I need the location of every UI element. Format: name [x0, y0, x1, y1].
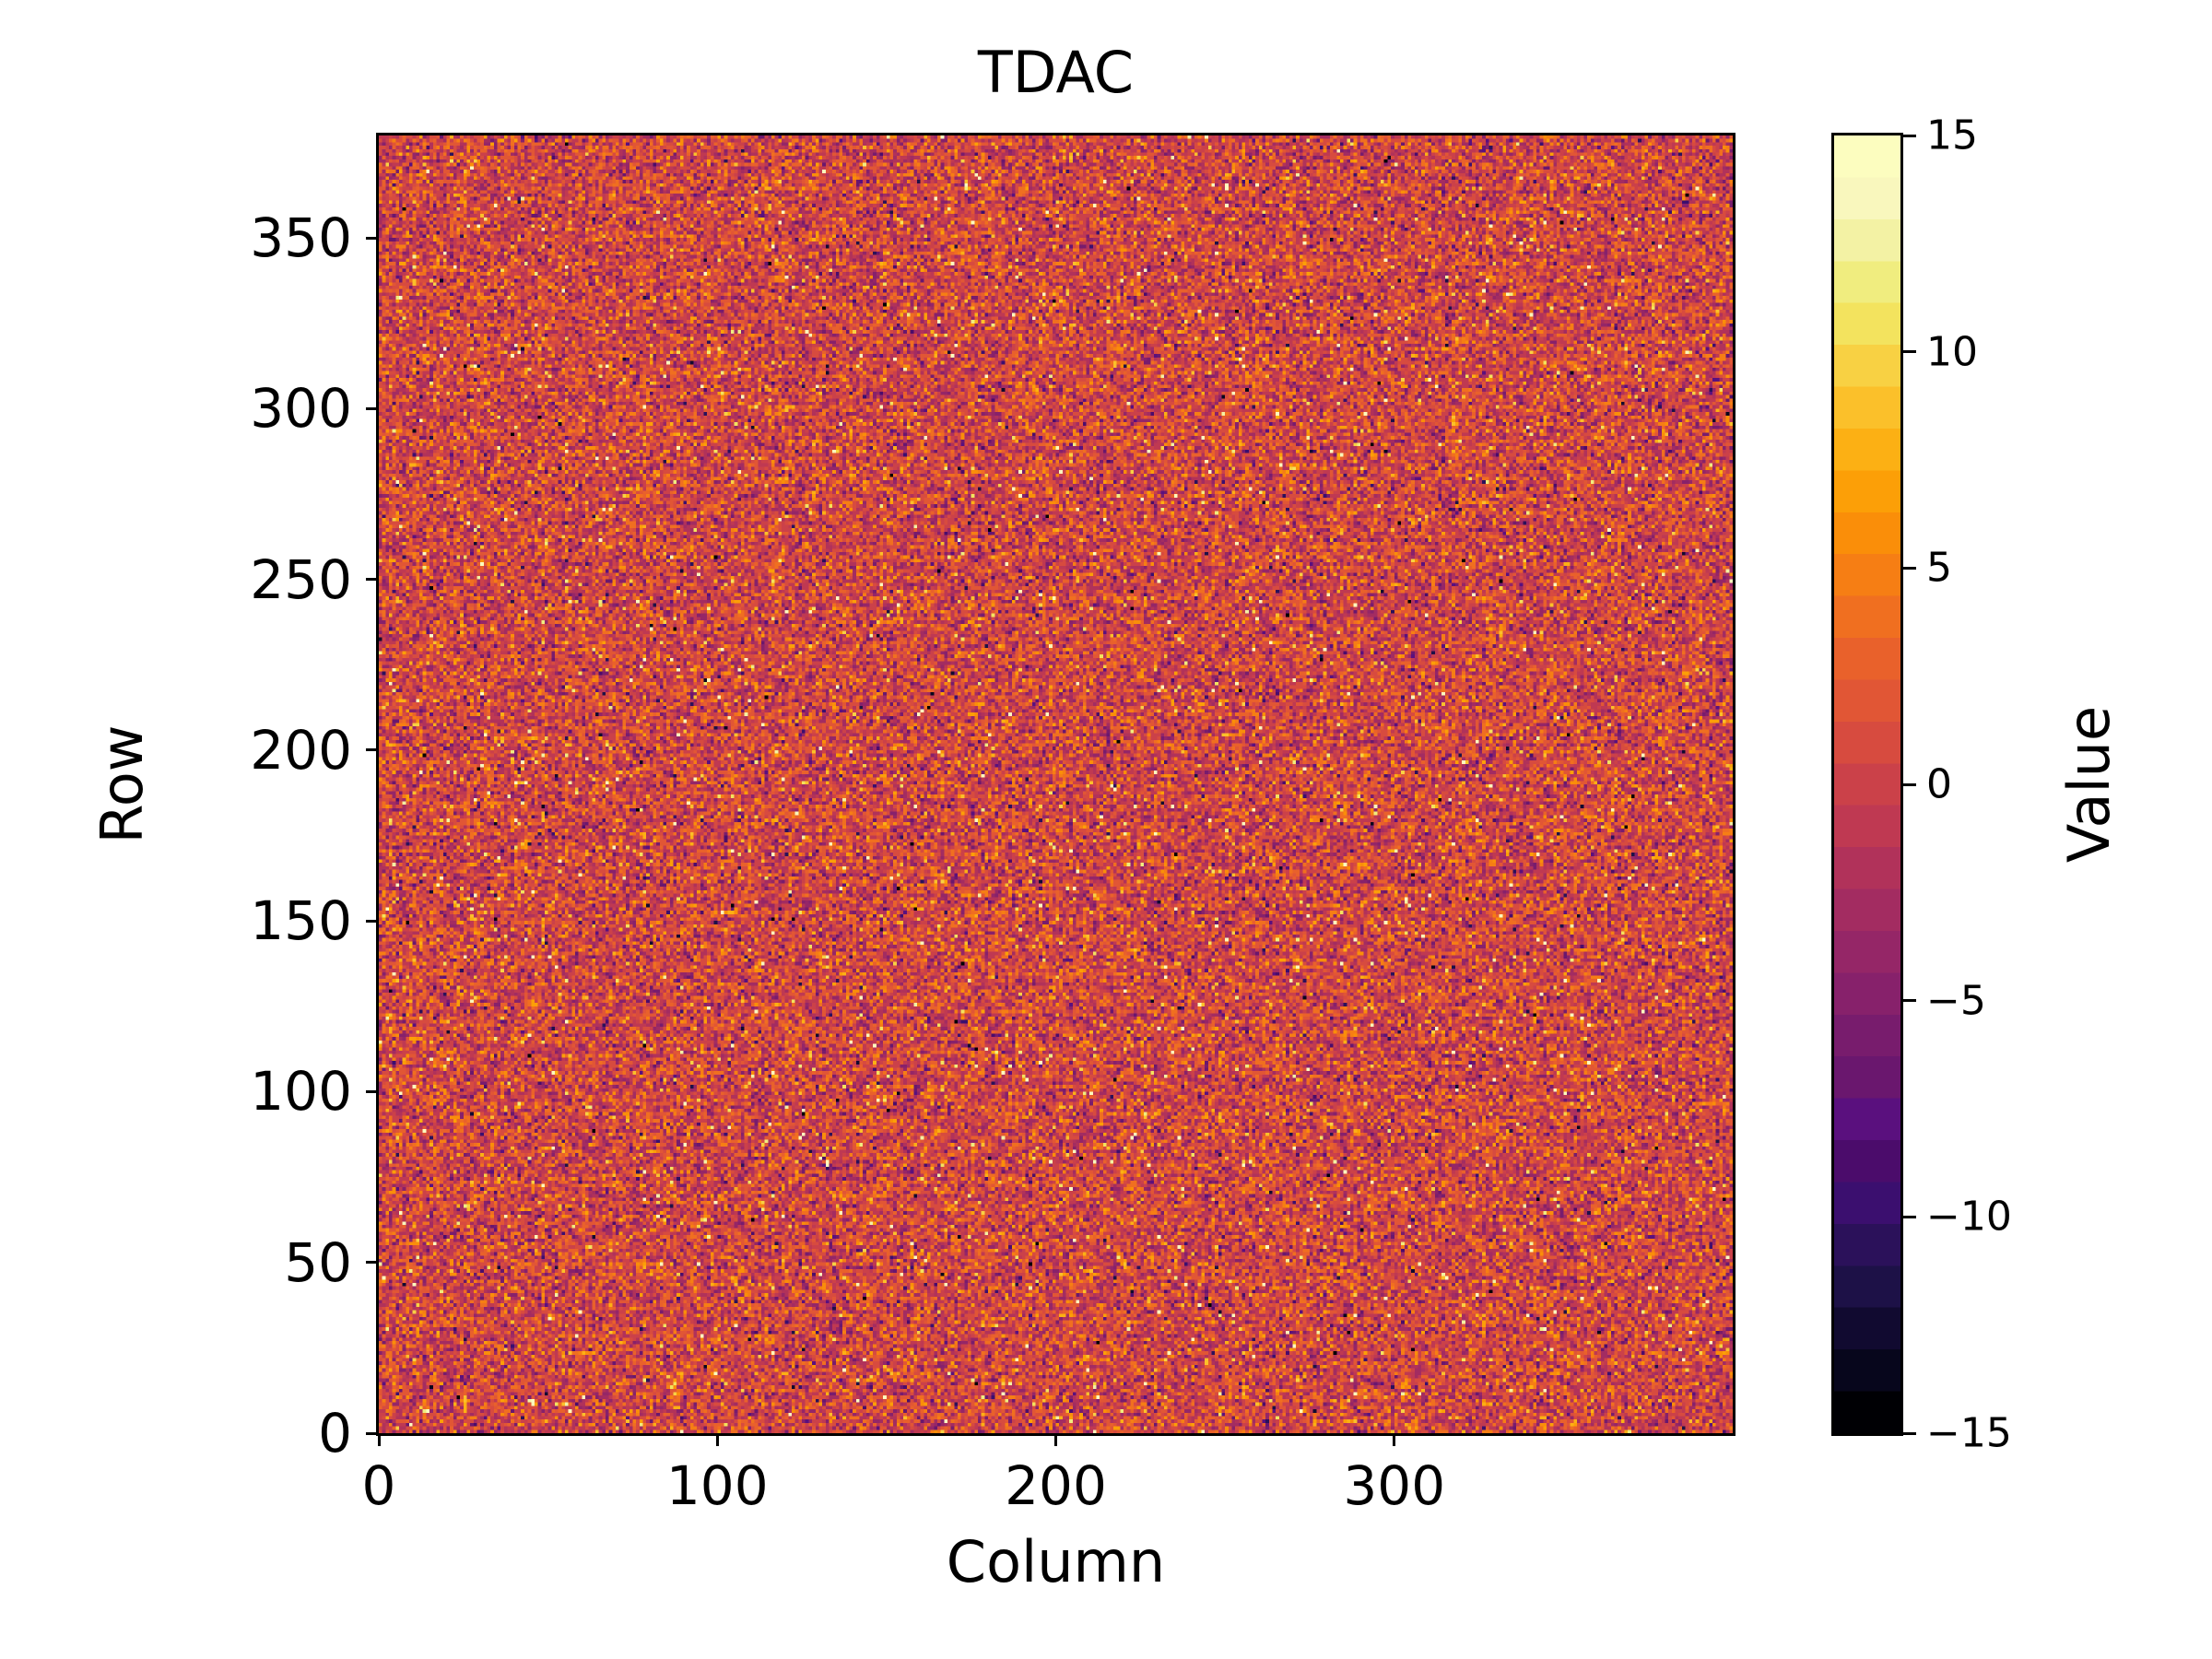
x-tick-mark: [377, 1433, 381, 1446]
y-tick-mark: [366, 578, 379, 582]
colorbar-tick-label: 5: [1926, 544, 1952, 592]
y-tick-mark: [366, 919, 379, 923]
x-tick-mark: [715, 1433, 719, 1446]
colorbar-tick-label: −15: [1926, 1409, 2012, 1457]
colorbar-tick-label: −10: [1926, 1193, 2012, 1241]
y-tick-label: 300: [250, 377, 352, 441]
y-tick-label: 350: [250, 206, 352, 270]
colorbar-tick-label: 0: [1926, 760, 1952, 808]
x-tick-mark: [1393, 1433, 1396, 1446]
heatmap-image: [379, 135, 1733, 1433]
x-tick-label: 300: [1343, 1454, 1446, 1517]
y-tick-label: 0: [318, 1402, 352, 1465]
y-tick-mark: [366, 1261, 379, 1265]
colorbar: [1831, 133, 1903, 1436]
colorbar-tick-mark: [1903, 782, 1916, 786]
x-axis-label: Column: [946, 1528, 1166, 1595]
y-tick-mark: [366, 748, 379, 752]
page-title: TDAC: [977, 39, 1135, 106]
heatmap-axes: [376, 133, 1735, 1436]
colorbar-label: Value: [2055, 705, 2123, 864]
y-tick-label: 100: [250, 1060, 352, 1124]
colorbar-tick-label: 10: [1926, 328, 1978, 376]
y-axis-label: Row: [88, 724, 156, 844]
colorbar-tick-mark: [1903, 999, 1916, 1003]
y-tick-mark: [366, 1089, 379, 1093]
y-tick-mark: [366, 1431, 379, 1435]
y-tick-label: 50: [284, 1230, 352, 1294]
y-tick-label: 250: [250, 547, 352, 611]
colorbar-tick-label: −5: [1926, 977, 1986, 1025]
y-tick-mark: [366, 236, 379, 240]
x-tick-label: 0: [361, 1454, 396, 1517]
colorbar-tick-label: 15: [1926, 112, 1978, 159]
y-tick-label: 150: [250, 889, 352, 953]
colorbar-tick-mark: [1903, 1215, 1916, 1218]
colorbar-tick-mark: [1903, 134, 1916, 137]
colorbar-gradient: [1834, 135, 1900, 1433]
colorbar-tick-mark: [1903, 566, 1916, 570]
y-tick-mark: [366, 406, 379, 410]
colorbar-tick-mark: [1903, 350, 1916, 354]
x-tick-label: 100: [665, 1454, 769, 1517]
x-tick-mark: [1054, 1433, 1057, 1446]
colorbar-tick-mark: [1903, 1431, 1916, 1435]
y-tick-label: 200: [250, 718, 352, 782]
x-tick-label: 200: [1005, 1454, 1107, 1517]
